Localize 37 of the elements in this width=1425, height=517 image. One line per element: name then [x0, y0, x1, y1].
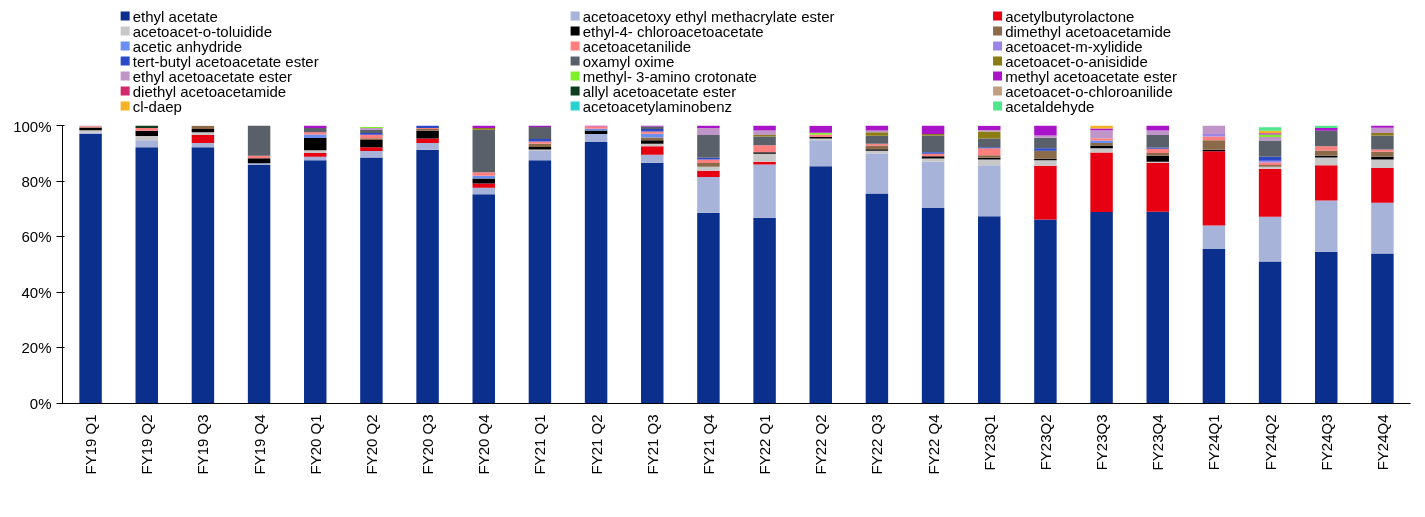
x-tick-label: FY22 Q4: [924, 414, 942, 475]
x-tick-label: FY21 Q1: [531, 414, 549, 475]
x-tick-label: FY21 Q3: [643, 414, 661, 475]
legend-label: acetoacetoxy ethyl methacrylate ester: [582, 7, 835, 25]
y-tick-label: 0%: [29, 395, 52, 412]
x-tick-label: FY24Q4: [1373, 414, 1391, 471]
legend-label: ethyl acetate: [132, 7, 218, 25]
y-tick-label: 80%: [21, 172, 52, 190]
x-tick-label: FY20 Q4: [475, 414, 493, 475]
x-tick-label: FY19 Q4: [250, 414, 268, 475]
x-tick-label: FY24Q1: [1205, 414, 1223, 471]
legend-label: acetaldehyde: [1005, 97, 1095, 115]
x-tick-label: FY19 Q1: [82, 414, 100, 475]
x-tick-label: FY23Q3: [1093, 414, 1111, 471]
legend-label: acetic anhydride: [132, 37, 242, 55]
y-tick-label: 100%: [13, 117, 52, 135]
x-tick-label: FY23Q2: [1036, 414, 1054, 471]
x-tick-label: FY22 Q2: [812, 414, 830, 475]
x-tick-label: FY22 Q3: [868, 414, 886, 475]
legend-label: methyl acetoacetate ester: [1005, 67, 1177, 85]
x-tick-label: FY20 Q2: [362, 414, 380, 475]
x-tick-label: FY24Q3: [1317, 414, 1335, 471]
x-tick-label: FY23Q1: [980, 414, 998, 471]
x-tick-label: FY20 Q1: [306, 414, 324, 475]
x-tick-label: FY22 Q1: [756, 414, 774, 475]
y-tick-label: 40%: [21, 283, 52, 301]
y-tick-label: 20%: [21, 339, 52, 357]
legend-label: acetylbutyrolactone: [1005, 7, 1135, 25]
y-tick-label: 60%: [21, 228, 52, 246]
x-tick-label: FY24Q2: [1261, 414, 1279, 471]
x-tick-label: FY20 Q3: [419, 414, 437, 475]
x-tick-label: FY21 Q2: [587, 414, 605, 475]
x-tick-label: FY19 Q2: [138, 414, 156, 475]
x-tick-label: FY19 Q3: [194, 414, 212, 475]
x-tick-label: FY23Q4: [1149, 414, 1167, 471]
x-tick-label: FY21 Q4: [699, 414, 717, 475]
legend-label: oxamyl oxime: [582, 52, 675, 70]
